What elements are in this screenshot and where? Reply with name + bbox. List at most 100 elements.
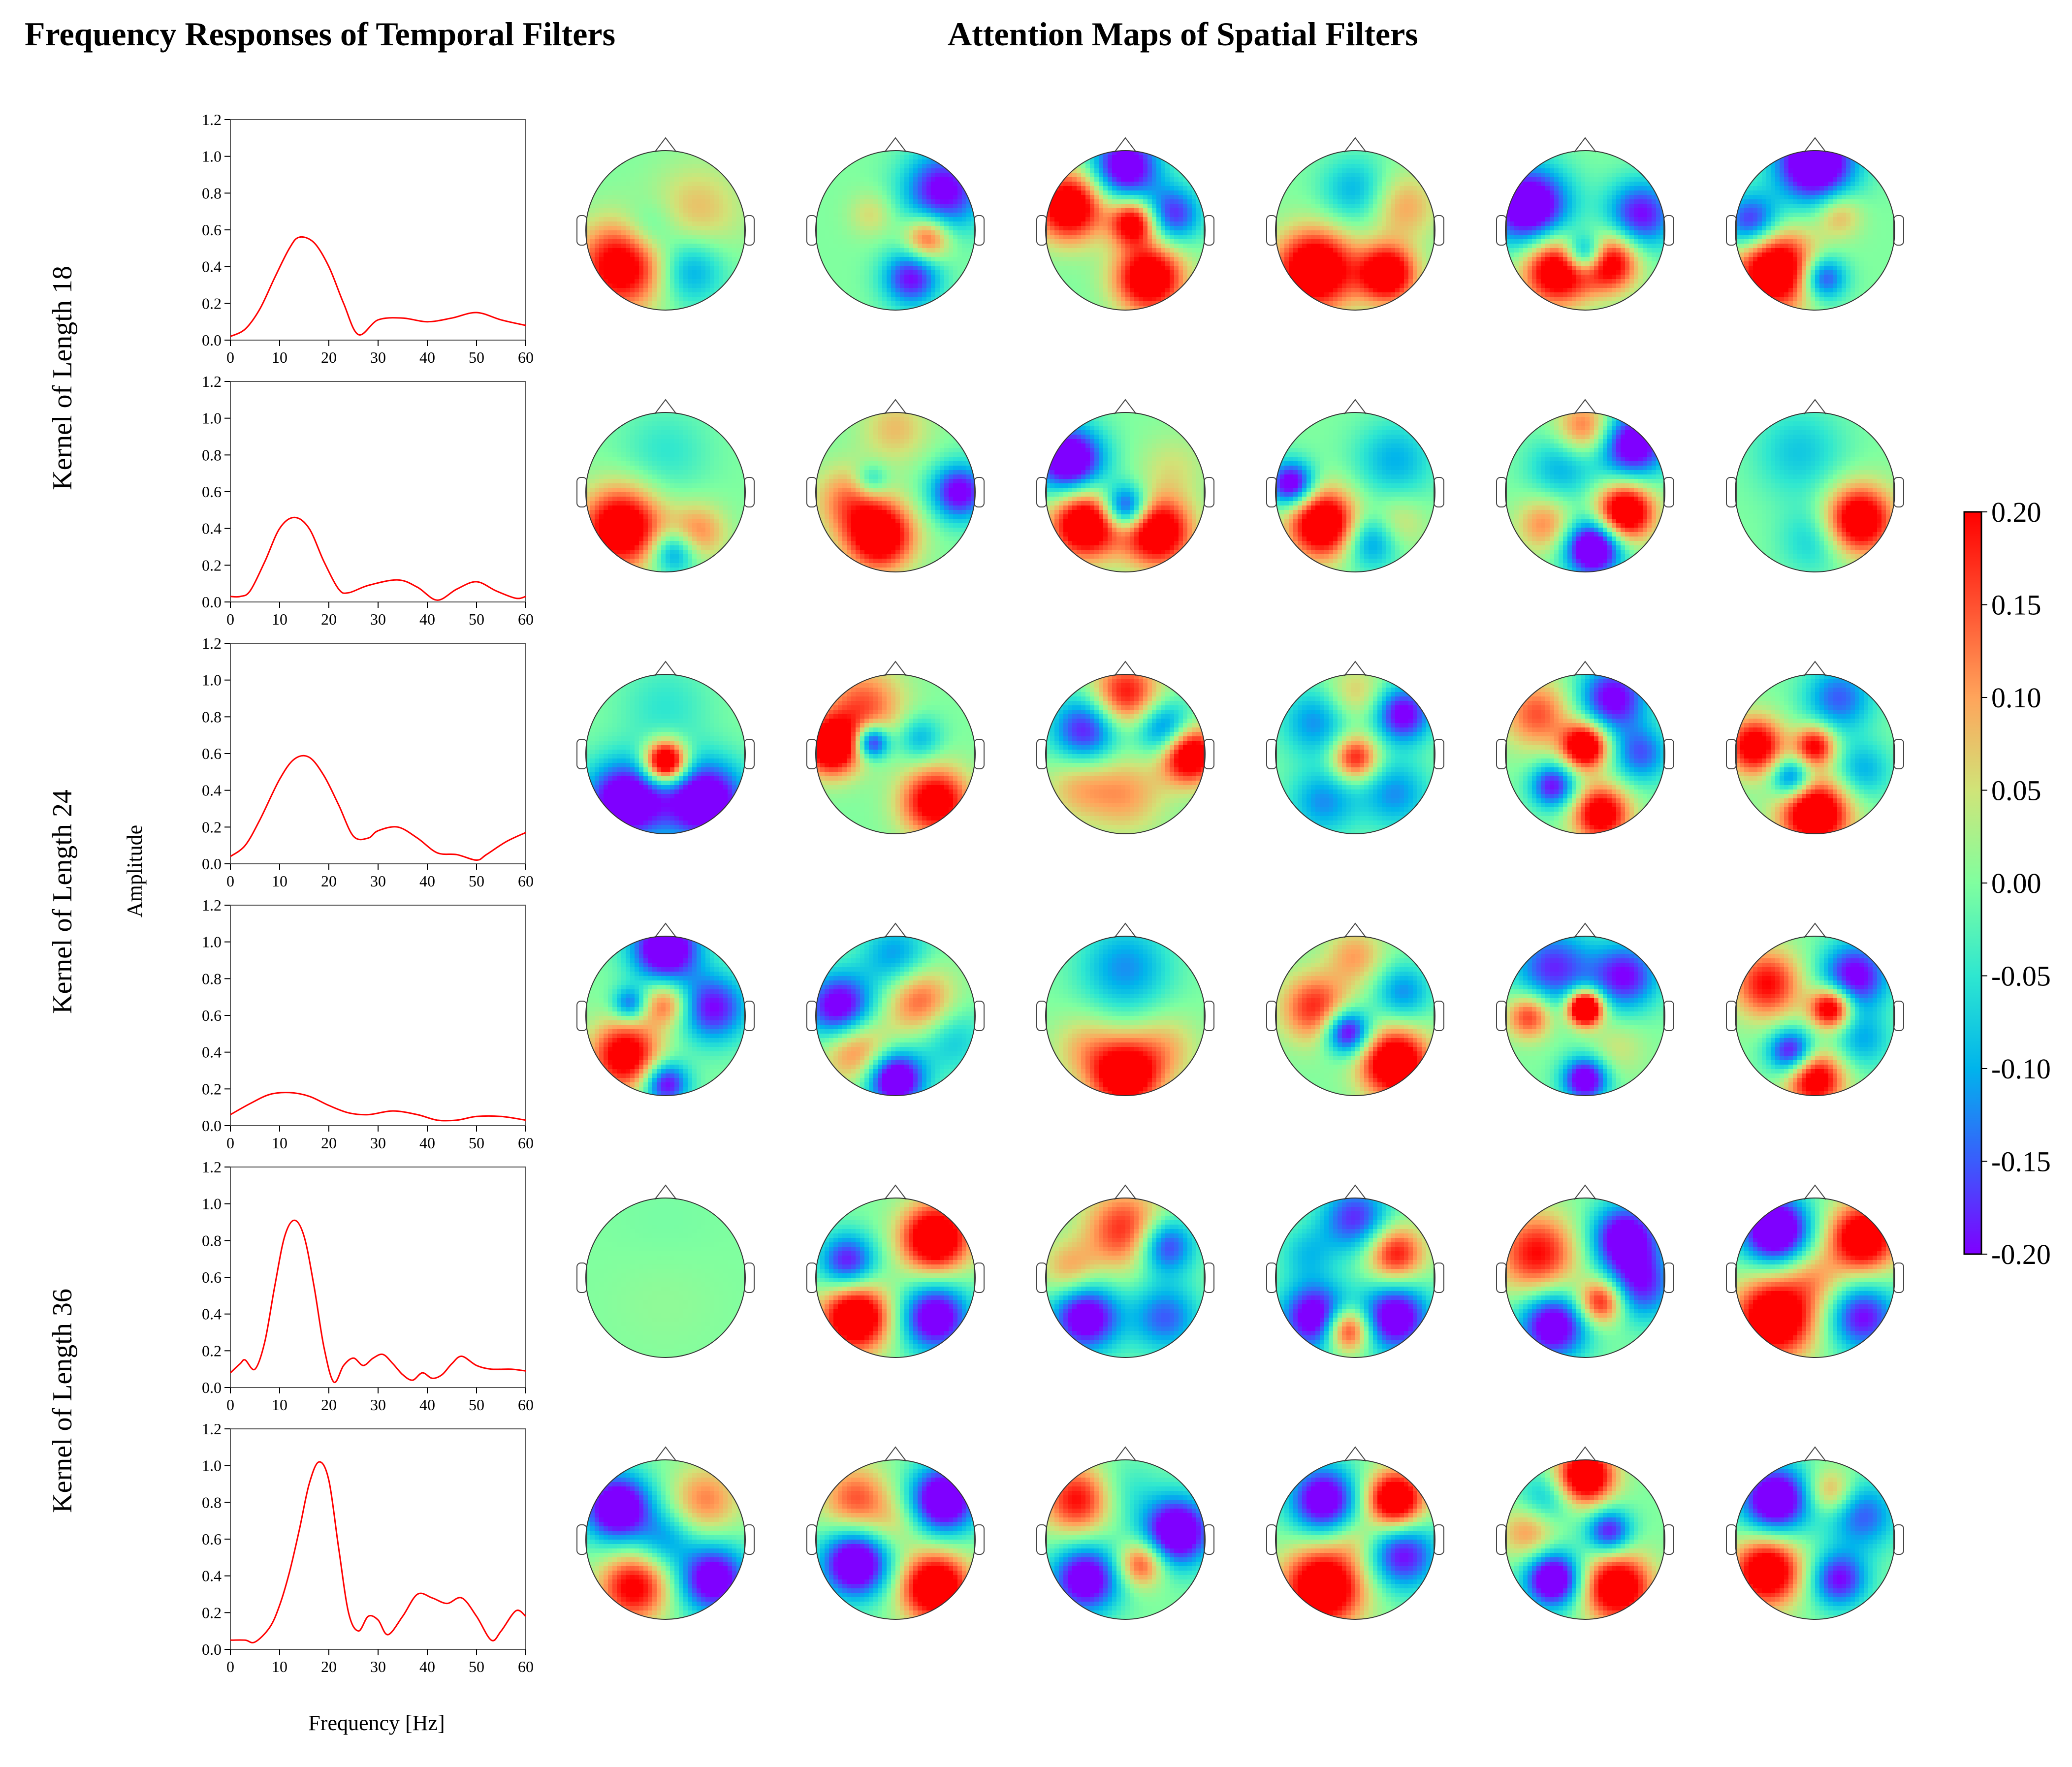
panel-frame — [230, 119, 526, 341]
x-tick-label: 40 — [419, 1396, 435, 1414]
x-tick-label: 20 — [321, 872, 337, 890]
right-ear-outline — [974, 739, 985, 769]
topomap-r2-c6 — [1726, 399, 1904, 572]
left-ear-outline — [1726, 1524, 1737, 1555]
frequency-panel-1: 0.0 0.2 0.4 0.6 0.8 1.0 1.2 0 10 20 30 40 50 60 — [202, 111, 534, 366]
topomap-fill — [1505, 1460, 1665, 1619]
right-ear-outline — [1663, 1001, 1674, 1031]
right-ear-outline — [744, 1001, 755, 1031]
panel-frame — [230, 643, 526, 864]
left-ear-outline — [1036, 739, 1047, 769]
x-tick-label: 60 — [518, 1396, 534, 1414]
panel-frame — [230, 905, 526, 1126]
row-group-label-1: Kernel of Length 18 — [47, 266, 78, 490]
x-tick-label: 40 — [419, 1134, 435, 1152]
x-tick-label: 20 — [321, 1396, 337, 1414]
left-ear-outline — [1496, 215, 1507, 246]
head-outline — [1275, 150, 1435, 311]
x-tick-label: 60 — [518, 1134, 534, 1152]
nose-outline — [884, 399, 907, 414]
x-tick-label: 50 — [469, 1396, 484, 1414]
head-outline — [815, 150, 976, 311]
right-ear-outline — [744, 1262, 755, 1293]
colorbar-tick-label: -0.20 — [1991, 1238, 2051, 1270]
topomap-r2-c4 — [1266, 399, 1444, 572]
frequency-panel-2: 0.0 0.2 0.4 0.6 0.8 1.0 1.2 0 10 20 30 40 50 60 — [202, 373, 534, 628]
colorbar-tick-label: -0.10 — [1991, 1053, 2051, 1085]
right-ear-outline — [1893, 739, 1904, 769]
panel-frame — [230, 381, 526, 602]
frequency-response-panels: 0.00.20.40.60.81.01.20 10 20 30 40 50 600.00.2… — [202, 111, 534, 1675]
topomap-r6-c6 — [1726, 1446, 1904, 1620]
nose-outline — [654, 1184, 677, 1200]
topomap-fill — [1735, 1198, 1895, 1357]
row-group-label-3: Kernel of Length 36 — [47, 1289, 78, 1513]
colorbar-tick-label: -0.05 — [1991, 960, 2051, 992]
right-ear-outline — [1204, 739, 1214, 769]
y-tick-label: 0.8 — [202, 184, 222, 202]
topomap-fill — [586, 936, 745, 1096]
nose-outline — [1344, 1184, 1367, 1200]
right-ear-outline — [1663, 215, 1674, 246]
topomap-fill — [816, 1198, 975, 1357]
left-ear-outline — [1036, 1262, 1047, 1293]
frequency-response-line — [230, 1461, 526, 1643]
nose-outline — [1114, 1184, 1137, 1200]
left-ear-outline — [806, 1262, 817, 1293]
left-ear-outline — [1726, 477, 1737, 507]
left-ear-outline — [576, 1524, 587, 1555]
nose-outline — [1804, 922, 1826, 938]
colorbar-tick-label: 0.00 — [1991, 867, 2041, 899]
left-ear-outline — [806, 739, 817, 769]
left-ear-outline — [1496, 739, 1507, 769]
left-ear-outline — [1266, 477, 1277, 507]
head-outline — [585, 936, 746, 1096]
x-tick-label: 40 — [419, 1658, 435, 1675]
y-tick-label: 0.6 — [202, 1268, 222, 1286]
topomap-fill — [1275, 151, 1435, 310]
frequency-panel-4: 0.0 0.2 0.4 0.6 0.8 1.0 1.2 0 10 20 30 40 50 60 — [202, 896, 534, 1152]
right-ear-outline — [1893, 215, 1904, 246]
y-tick-label: 1.0 — [202, 410, 222, 427]
head-outline — [815, 1198, 976, 1358]
row-group-label-2: Kernel of Length 24 — [47, 789, 78, 1014]
y-tick-label: 0.6 — [202, 745, 222, 762]
colorbar-tick-label: 0.05 — [1991, 775, 2041, 807]
topomap-r5-c2 — [806, 1184, 985, 1358]
right-ear-outline — [1434, 1001, 1444, 1031]
x-tick-label: 50 — [469, 872, 484, 890]
x-axis-label: Frequency [Hz] — [308, 1711, 445, 1735]
nose-outline — [1114, 661, 1137, 676]
y-tick-label: 1.2 — [202, 896, 222, 914]
head-outline — [1505, 936, 1665, 1096]
topomap-r3-c4 — [1266, 661, 1444, 834]
right-ear-outline — [1663, 1524, 1674, 1555]
y-tick-label: 1.0 — [202, 1457, 222, 1475]
right-ear-outline — [1663, 1262, 1674, 1293]
right-ear-outline — [1204, 1001, 1214, 1031]
left-title: Frequency Responses of Temporal Filters — [25, 15, 615, 53]
right-ear-outline — [1893, 477, 1904, 507]
x-tick-label: 60 — [518, 348, 534, 366]
topomap-r4-c6 — [1726, 922, 1904, 1096]
nose-outline — [1114, 1446, 1137, 1462]
x-tick-label: 0 — [226, 1396, 234, 1414]
x-tick-label: 40 — [419, 348, 435, 366]
x-tick-label: 60 — [518, 872, 534, 890]
topomap-r1-c2 — [806, 137, 985, 311]
head-outline — [1505, 412, 1665, 572]
nose-outline — [1804, 1446, 1826, 1462]
nose-outline — [884, 922, 907, 938]
left-ear-outline — [1266, 1262, 1277, 1293]
y-tick-label: 0.2 — [202, 1080, 222, 1098]
head-outline — [1735, 1198, 1895, 1358]
y-tick-label: 0.4 — [202, 520, 222, 537]
left-ear-outline — [576, 739, 587, 769]
nose-outline — [1804, 1184, 1826, 1200]
y-tick-label: 0.0 — [202, 331, 222, 349]
topomap-r5-c3 — [1036, 1184, 1214, 1358]
nose-outline — [1574, 137, 1596, 153]
colorbar-tick-label: 0.15 — [1991, 589, 2041, 621]
right-ear-outline — [1204, 215, 1214, 246]
